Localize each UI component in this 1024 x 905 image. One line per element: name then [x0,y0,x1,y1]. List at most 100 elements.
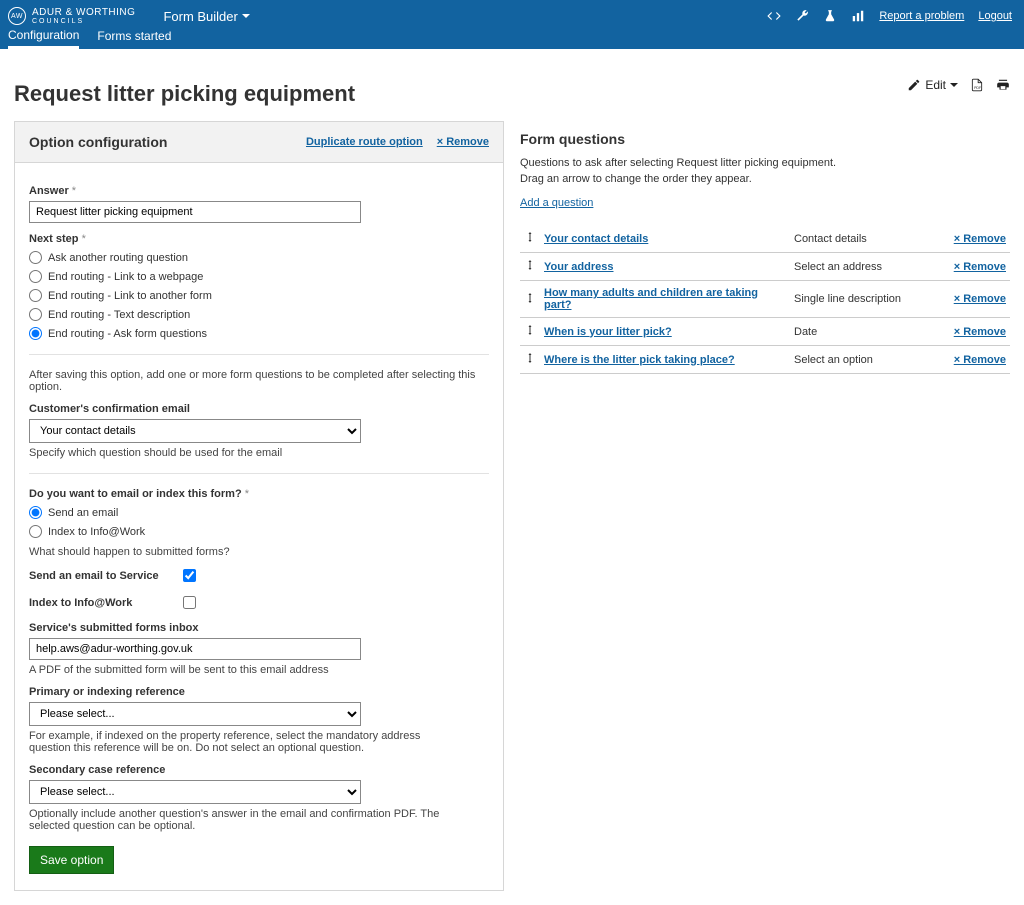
question-type: Select an option [790,346,940,374]
brand-sub: COUNCILS [32,18,135,25]
form-questions-panel: Form questions Questions to ask after se… [520,121,1010,374]
inbox-hint: A PDF of the submitted form will be sent… [29,664,489,676]
stats-icon[interactable] [851,9,865,23]
chevron-down-icon [242,14,250,18]
tab-configuration[interactable]: Configuration [8,28,79,49]
page-title: Request litter picking equipment [14,81,355,107]
remove-option-link[interactable]: × Remove [437,136,489,148]
question-link[interactable]: How many adults and children are taking … [544,287,758,311]
print-icon[interactable] [996,78,1010,92]
table-row: Your contact details Contact details × Rem… [520,225,1010,253]
pdf-icon[interactable]: PDF [970,78,984,92]
brand-icon: AW [8,7,26,25]
question-type: Contact details [790,225,940,253]
questions-desc1: Questions to ask after selecting Request… [520,157,1010,169]
what-happen-hint: What should happen to submitted forms? [29,546,489,558]
code-icon[interactable] [767,9,781,23]
next-step-opt-2: End routing - Link to another form [48,290,212,302]
next-step-opt-4: End routing - Ask form questions [48,328,207,340]
conf-email-select[interactable]: Your contact details [29,419,361,443]
drag-handle-icon[interactable] [520,318,540,346]
save-button[interactable]: Save option [29,846,114,874]
topbar-right: Report a problem Logout [767,9,1012,23]
chevron-down-icon [950,83,958,87]
next-step-opt-1: End routing - Link to a webpage [48,271,203,283]
drag-handle-icon[interactable] [520,281,540,318]
secondary-ref-select[interactable]: Please select... [29,780,361,804]
next-step-opt-0: Ask another routing question [48,252,188,264]
email-index-radio-1[interactable] [29,525,42,538]
edit-label: Edit [925,78,946,92]
question-type: Select an address [790,253,940,281]
after-save-hint: After saving this option, add one or mor… [29,369,489,393]
table-row: How many adults and children are taking … [520,281,1010,318]
questions-table: Your contact details Contact details × Rem… [520,225,1010,374]
question-type: Single line description [790,281,940,318]
inbox-label: Service's submitted forms inbox [29,622,489,634]
drag-handle-icon[interactable] [520,346,540,374]
conf-email-hint: Specify which question should be used fo… [29,447,489,459]
app-title-label: Form Builder [163,9,237,24]
page-header: Request litter picking equipment Edit PD… [14,63,1010,107]
answer-input[interactable] [29,201,361,223]
next-step-opt-3: End routing - Text description [48,309,190,321]
primary-ref-hint: For example, if indexed on the property … [29,730,449,754]
panel-heading: Option configuration [29,134,167,150]
topbar: AW ADUR & WORTHING COUNCILS Form Builder… [0,0,1024,49]
svg-text:PDF: PDF [974,86,981,90]
remove-question-link[interactable]: × Remove [954,233,1006,245]
page-actions: Edit PDF [907,78,1010,92]
conf-email-label: Customer's confirmation email [29,403,489,415]
question-link[interactable]: When is your litter pick? [544,326,672,338]
next-step-label: Next step [29,233,489,245]
email-index-radio-0[interactable] [29,506,42,519]
remove-question-link[interactable]: × Remove [954,293,1006,305]
answer-label: Answer [29,185,489,197]
next-step-radio-0[interactable] [29,251,42,264]
question-link[interactable]: Your address [544,261,614,273]
report-problem-link[interactable]: Report a problem [879,10,964,22]
email-index-opt-1: Index to Info@Work [48,526,145,538]
question-type: Date [790,318,940,346]
add-question-link[interactable]: Add a question [520,197,593,209]
brand-logo: AW ADUR & WORTHING COUNCILS [8,7,135,25]
wrench-icon[interactable] [795,9,809,23]
chk-send-label: Send an email to Service [29,570,179,582]
edit-icon [907,78,921,92]
flask-icon[interactable] [823,9,837,23]
inbox-input[interactable] [29,638,361,660]
drag-handle-icon[interactable] [520,225,540,253]
primary-ref-label: Primary or indexing reference [29,686,489,698]
chk-send-email[interactable] [183,569,196,582]
next-step-radio-2[interactable] [29,289,42,302]
questions-heading: Form questions [520,131,1010,147]
option-config-panel: Option configuration Duplicate route opt… [14,121,504,891]
app-title-dropdown[interactable]: Form Builder [163,9,249,24]
next-step-radio-3[interactable] [29,308,42,321]
next-step-radio-4[interactable] [29,327,42,340]
secondary-ref-label: Secondary case reference [29,764,489,776]
remove-question-link[interactable]: × Remove [954,326,1006,338]
topbar-tabs: Configuration Forms started [8,27,171,49]
drag-handle-icon[interactable] [520,253,540,281]
tab-forms-started[interactable]: Forms started [97,29,171,47]
questions-desc2: Drag an arrow to change the order they a… [520,173,1010,185]
next-step-radio-1[interactable] [29,270,42,283]
remove-question-link[interactable]: × Remove [954,354,1006,366]
duplicate-route-link[interactable]: Duplicate route option [306,136,423,148]
logout-link[interactable]: Logout [978,10,1012,22]
primary-ref-select[interactable]: Please select... [29,702,361,726]
table-row: Where is the litter pick taking place? Se… [520,346,1010,374]
chk-index-infowork[interactable] [183,596,196,609]
secondary-ref-hint: Optionally include another question's an… [29,808,449,832]
email-index-opt-0: Send an email [48,507,118,519]
question-link[interactable]: Where is the litter pick taking place? [544,354,735,366]
chk-index-label: Index to Info@Work [29,597,179,609]
remove-question-link[interactable]: × Remove [954,261,1006,273]
brand-main: ADUR & WORTHING [32,8,135,18]
email-index-label: Do you want to email or index this form? [29,488,489,500]
edit-button[interactable]: Edit [907,78,958,92]
table-row: When is your litter pick? Date × Remove [520,318,1010,346]
table-row: Your address Select an address × Remove [520,253,1010,281]
question-link[interactable]: Your contact details [544,233,648,245]
